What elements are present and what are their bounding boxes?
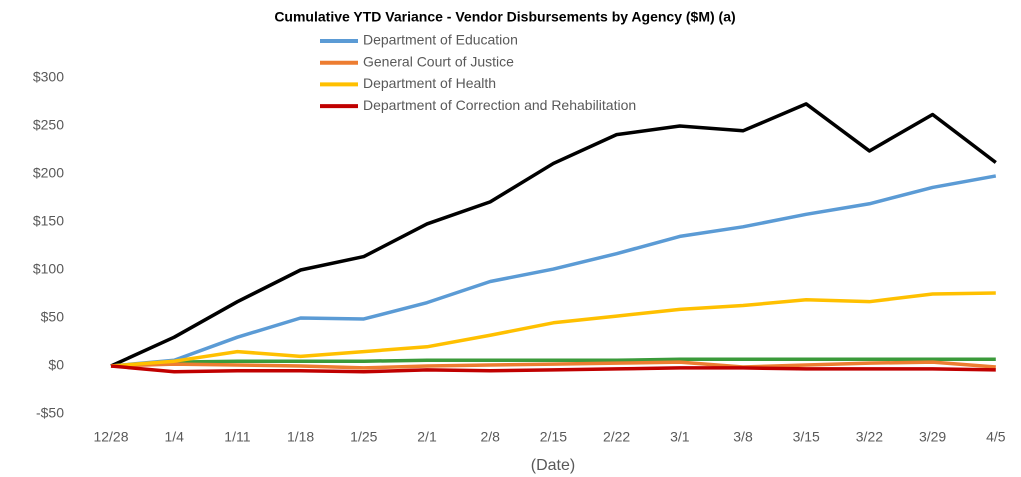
legend-label: Department of Health (363, 75, 496, 91)
y-tick-label: -$50 (36, 405, 64, 421)
y-tick-label: $250 (33, 117, 64, 133)
x-tick-label: 3/15 (793, 429, 820, 445)
legend-label: General Court of Justice (363, 53, 514, 69)
y-tick-label: $300 (33, 69, 64, 85)
y-tick-label: $150 (33, 213, 64, 229)
x-tick-label: 4/5 (986, 429, 1006, 445)
x-tick-label: 3/22 (856, 429, 883, 445)
series-line (110, 357, 996, 368)
x-tick-label: 1/4 (164, 429, 184, 445)
x-tick-label: 3/29 (919, 429, 946, 445)
x-tick-label: 3/8 (733, 429, 753, 445)
x-axis-label: (Date) (531, 457, 575, 474)
x-tick-label: 3/1 (670, 429, 690, 445)
x-tick-label: 2/8 (480, 429, 500, 445)
chart-title: Cumulative YTD Variance - Vendor Disburs… (274, 9, 735, 25)
series-line (110, 364, 996, 374)
x-tick-label: 1/25 (350, 429, 377, 445)
series-line (110, 102, 997, 368)
x-tick-label: 1/18 (287, 429, 314, 445)
x-tick-label: 1/11 (224, 429, 250, 445)
legend-label: Department of Education (363, 32, 518, 48)
y-tick-label: $0 (48, 357, 64, 373)
x-tick-label: 2/22 (603, 429, 630, 445)
series-line (110, 174, 997, 368)
y-tick-label: $200 (33, 165, 64, 181)
y-tick-label: $50 (41, 309, 65, 325)
x-tick-label: 2/15 (540, 429, 567, 445)
series-line (110, 360, 996, 370)
series-line (110, 291, 996, 368)
legend-label: Department of Correction and Rehabilitat… (363, 97, 636, 113)
x-tick-label: 12/28 (93, 429, 128, 445)
y-tick-label: $100 (33, 261, 64, 277)
x-tick-label: 2/1 (417, 429, 437, 445)
